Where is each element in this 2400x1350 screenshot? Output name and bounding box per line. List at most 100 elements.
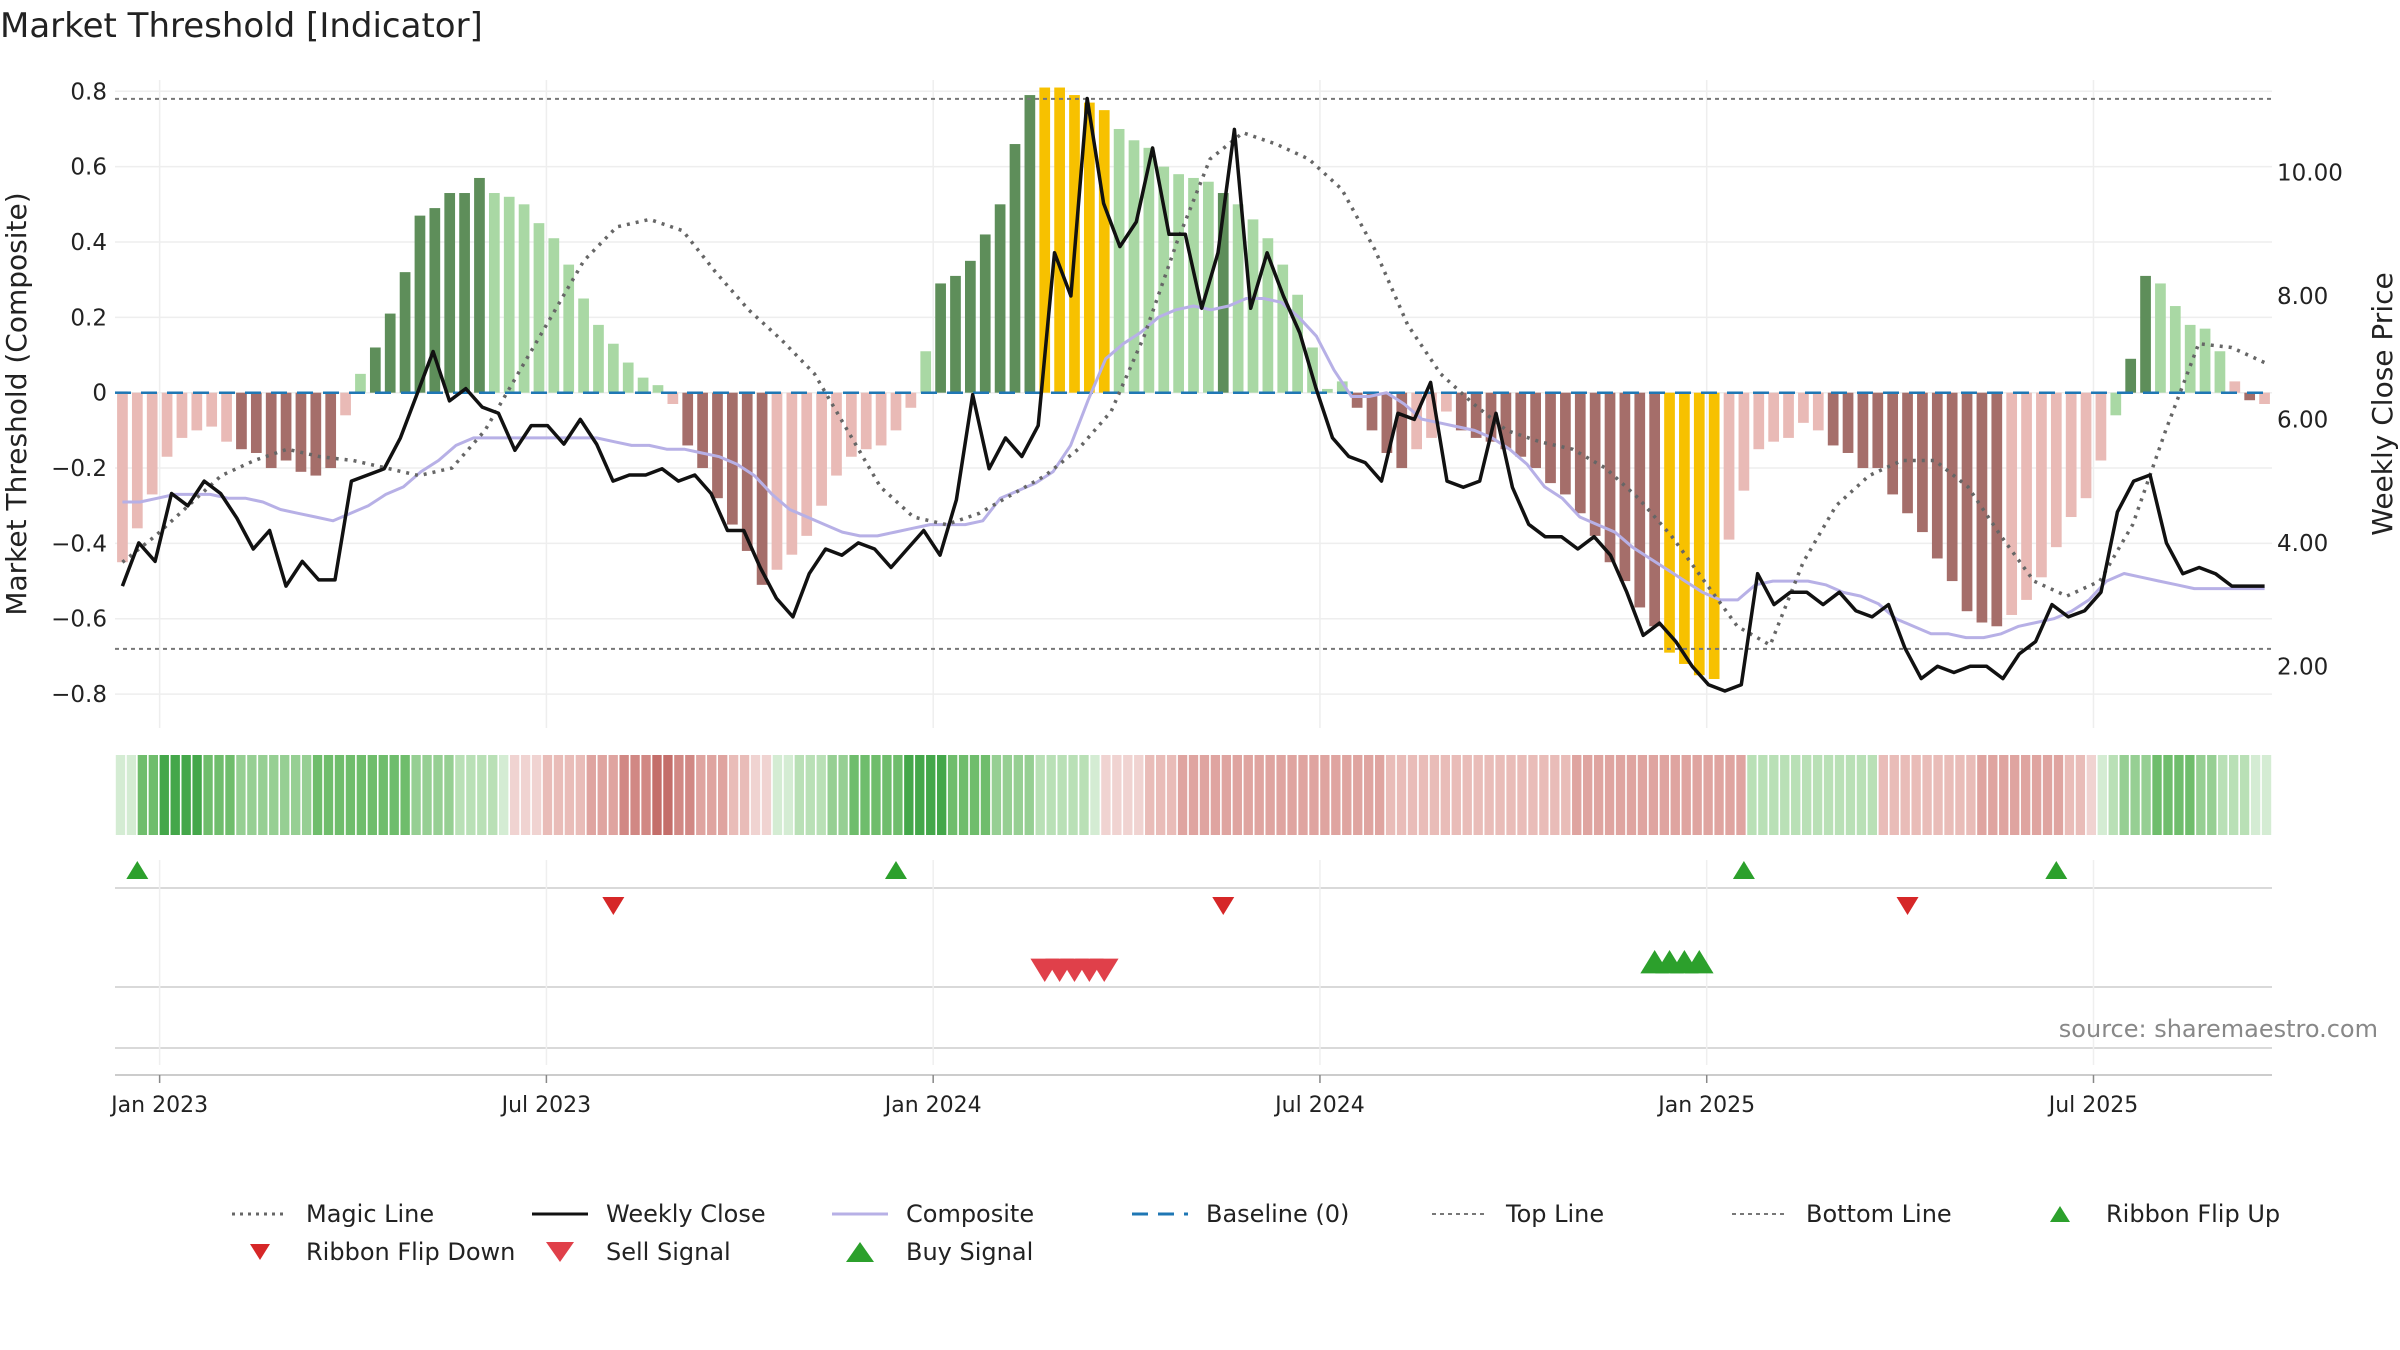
composite-bar [771, 392, 783, 570]
y-tick-label: −0.8 [51, 682, 107, 708]
ribbon-cell [1648, 755, 1659, 835]
ribbon-cell [1878, 755, 1888, 835]
composite-bar [875, 392, 887, 446]
x-tick-label: Jul 2023 [500, 1093, 592, 1118]
ribbon-cell [794, 755, 805, 835]
ribbon-cell [564, 755, 575, 835]
composite-bars [117, 87, 2270, 680]
ribbon-cell [531, 755, 542, 835]
ribbon-cell [1232, 755, 1242, 835]
ribbon-cell [1582, 755, 1593, 835]
ribbon-flip-up-marker [2045, 861, 2068, 879]
ribbon-cell [1364, 755, 1374, 835]
ribbon-cell [2229, 755, 2239, 835]
composite-bar [1173, 174, 1184, 393]
composite-bar [2214, 351, 2226, 393]
ribbon-cell [1276, 755, 1286, 835]
ribbon-cell [1747, 755, 1757, 835]
ribbon-cell [1046, 755, 1056, 835]
ribbon-cell [1692, 755, 1702, 835]
composite-bar [1530, 392, 1542, 469]
ribbon-cell [641, 755, 651, 835]
composite-bar [979, 234, 991, 393]
composite-bar [2184, 324, 2196, 393]
legend-label: Top Line [1506, 1200, 1605, 1228]
composite-bar [890, 392, 902, 431]
ribbon-cell [1703, 755, 1713, 835]
composite-bar [593, 324, 604, 393]
composite-bar [1277, 264, 1289, 393]
composite-bar [548, 238, 560, 393]
x-axis: Jan 2023 Jul 2023 Jan 2024 Jul 2024 Jan 2025… [109, 1074, 2272, 1118]
legend-swatch-buy-signal [846, 1242, 874, 1262]
ribbon-cell [433, 755, 443, 835]
composite-bar [459, 193, 470, 393]
ribbon-cell [2152, 755, 2162, 835]
ribbon-flip-down-marker [1896, 897, 1919, 915]
composite-bar [474, 177, 485, 393]
x-tick-label: Jan 2024 [883, 1093, 982, 1118]
legend-item-baseline: Baseline (0) [1130, 1200, 1349, 1228]
y-axis-label: Market Threshold (Composite) [0, 192, 33, 615]
reference-lines [115, 97, 2272, 650]
ribbon-cell [2108, 755, 2118, 835]
composite-bar [1366, 392, 1378, 431]
ribbon-cell [488, 755, 498, 835]
ribbon-cell [1944, 755, 1954, 835]
ribbon-cell [1539, 755, 1549, 835]
composite-bar [1158, 166, 1170, 393]
ribbon-cell [1451, 755, 1461, 835]
ribbon-cell [1670, 755, 1680, 835]
ribbon-cell [290, 755, 301, 835]
ribbon-cell [1911, 755, 1921, 835]
chart-title: Market Threshold [Indicator] [0, 6, 483, 46]
composite-bar [667, 392, 679, 404]
ribbon-cell [1572, 755, 1582, 835]
ribbon-cell [236, 755, 246, 835]
ribbon-cell [203, 755, 213, 835]
ribbon-cell [1068, 755, 1078, 835]
ribbon-cell [805, 755, 815, 835]
ribbon-cell [1889, 755, 1899, 835]
ribbon-cell [947, 755, 958, 835]
composite-bar [131, 392, 143, 529]
composite-bar [1679, 392, 1690, 664]
composite-bar [1351, 392, 1363, 408]
ribbon-cell [444, 755, 454, 835]
composite-bar [1842, 392, 1854, 453]
ribbon-cell [1155, 755, 1166, 835]
ribbon-cell [214, 755, 224, 835]
ribbon-cell [2020, 755, 2031, 835]
legend-label: Bottom Line [1806, 1200, 1952, 1228]
ribbon-cell [991, 755, 1002, 835]
ribbon-cell [1834, 755, 1845, 835]
weekly-close-line [120, 96, 2265, 693]
ribbon-cell [1780, 755, 1790, 835]
composite-bar [1113, 128, 1125, 393]
ribbon-cell [1298, 755, 1308, 835]
composite-bar [176, 392, 188, 438]
composite-bar [1054, 87, 1065, 393]
ribbon-cell [2075, 755, 2086, 835]
ribbon-cell [1079, 755, 1089, 835]
composite-bar [2050, 392, 2062, 548]
composite-bar [444, 193, 456, 393]
ribbon-cell [849, 755, 859, 835]
ribbon-cell [1495, 755, 1505, 835]
ribbon-cell [334, 755, 345, 835]
composite-bar [310, 392, 322, 476]
ribbon-cell [838, 755, 848, 835]
ribbon-cell [926, 755, 936, 835]
ribbon-strip [115, 755, 2272, 835]
legend-swatch-ribbon-flip-down [250, 1244, 270, 1260]
ribbon-flip-down-marker [1212, 897, 1235, 915]
composite-bar [1232, 204, 1244, 393]
composite-bar [2155, 283, 2166, 393]
composite-bar [1723, 392, 1735, 540]
composite-bar [280, 392, 292, 461]
composite-bar [2259, 392, 2270, 404]
ribbon-cell [969, 755, 980, 835]
composite-bar [994, 204, 1006, 393]
ribbon-cell [958, 755, 969, 835]
composite-bar [1604, 392, 1616, 563]
